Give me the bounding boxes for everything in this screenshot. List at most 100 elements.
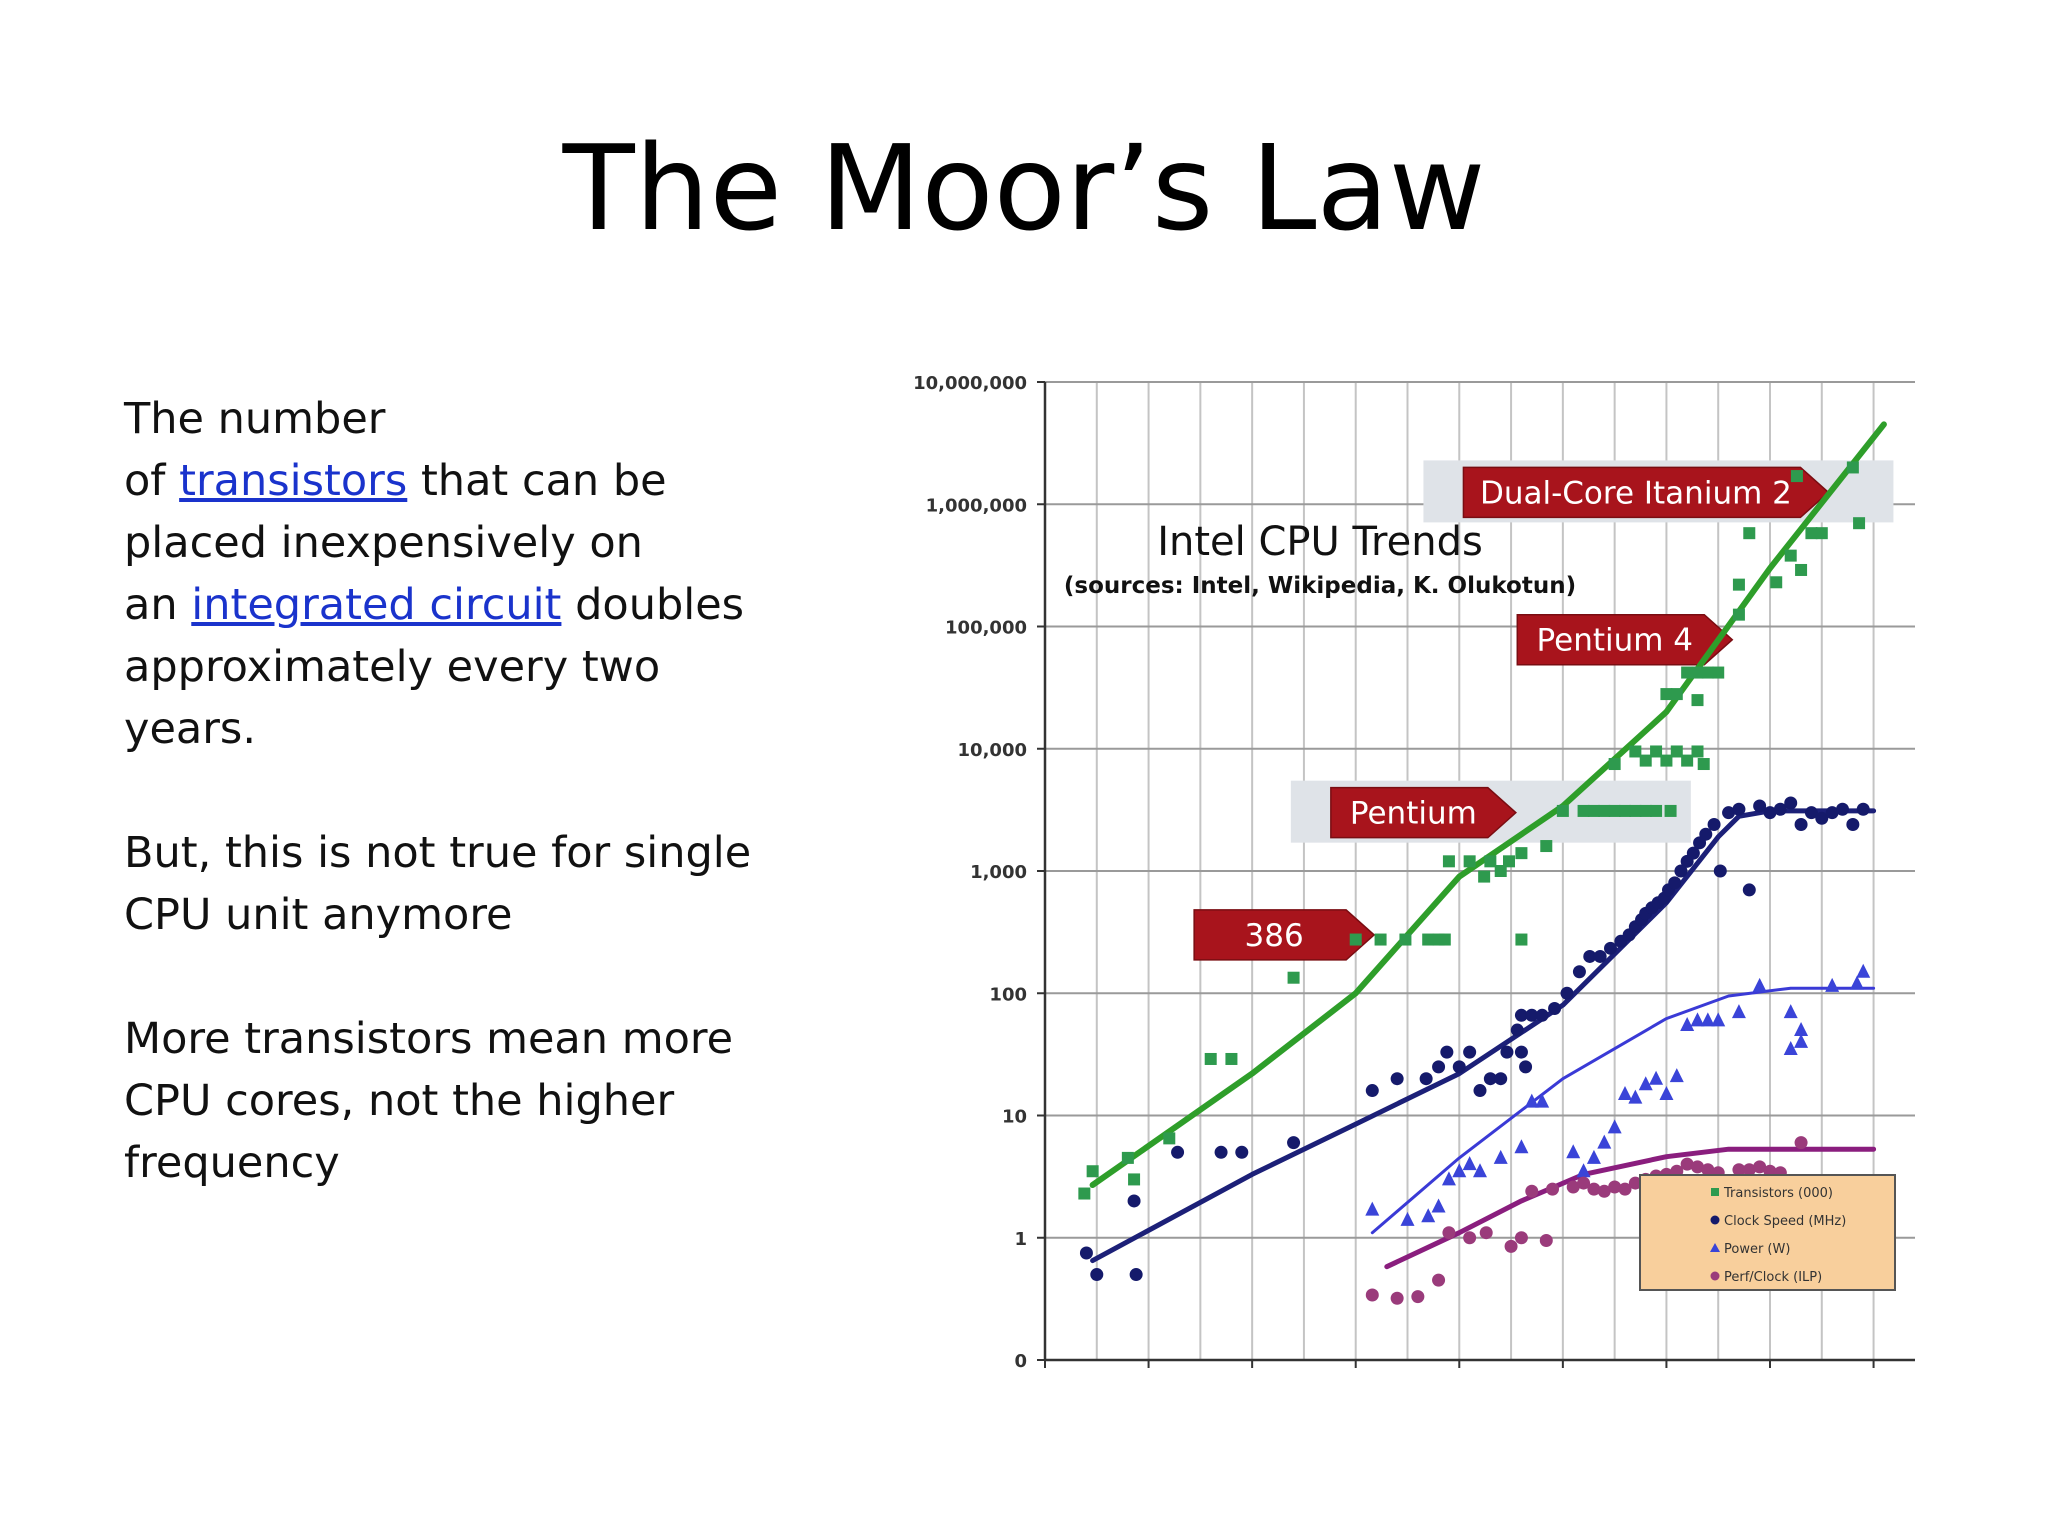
data-point-transistors <box>1660 754 1673 767</box>
data-point-clock-speed <box>1763 806 1777 820</box>
data-point-transistors <box>1670 688 1683 701</box>
text-line: placed inexpensively on <box>124 518 643 568</box>
paragraph-more-cores: More transistors mean more CPU cores, no… <box>124 1008 764 1194</box>
legend-marker <box>1710 1215 1720 1225</box>
data-point-perf-clock <box>1566 1180 1580 1194</box>
data-point-power <box>1441 1171 1456 1186</box>
data-point-transistors <box>1121 1151 1134 1164</box>
data-point-clock-speed <box>1079 1246 1093 1260</box>
data-point-clock-speed <box>1365 1084 1379 1098</box>
data-point-power <box>1731 1004 1746 1019</box>
data-points <box>1078 461 1871 1305</box>
data-point-clock-speed <box>1572 965 1586 979</box>
chart-axes: 0 1 10 100 1,000 10,000 100,000 1,000,000 10,000… <box>913 373 1915 1372</box>
data-point-clock-speed <box>1742 883 1756 897</box>
text-line: years. <box>124 704 257 754</box>
data-point-clock-speed <box>1593 949 1607 963</box>
data-point-transistors <box>1701 666 1714 679</box>
data-point-power <box>1711 1012 1726 1027</box>
data-point-clock-speed <box>1836 802 1849 816</box>
text-line: CPU unit anymore <box>124 890 513 940</box>
text-fragment: that can be <box>407 456 667 506</box>
data-point-perf-clock <box>1680 1157 1694 1171</box>
data-point-perf-clock <box>1587 1182 1601 1196</box>
y-tick-label: 100,000 <box>945 618 1027 639</box>
data-point-power <box>1752 977 1767 992</box>
data-point-power <box>1493 1149 1508 1164</box>
data-point-perf-clock <box>1365 1288 1379 1302</box>
data-point-perf-clock <box>1628 1176 1642 1190</box>
data-point-transistors <box>1691 745 1704 758</box>
data-point-clock-speed <box>1129 1268 1143 1282</box>
data-point-clock-speed <box>1825 806 1839 820</box>
data-point-perf-clock <box>1794 1136 1808 1150</box>
legend-marker <box>1711 1188 1719 1196</box>
data-point-clock-speed <box>1494 1072 1508 1086</box>
data-point-power <box>1794 1022 1809 1037</box>
y-tick-label: 100 <box>989 984 1027 1005</box>
chart-title-group: Intel CPU Trends (sources: Intel, Wikipe… <box>1064 519 1576 599</box>
data-point-power <box>1566 1144 1581 1159</box>
annotation-arrow <box>1516 613 1734 666</box>
data-point-clock-speed <box>1668 876 1682 890</box>
legend-box <box>1639 1174 1896 1291</box>
legend-marker <box>1710 1271 1720 1281</box>
data-point-transistors <box>1664 804 1677 817</box>
data-point-clock-speed <box>1604 941 1617 955</box>
data-point-clock-speed <box>1846 818 1860 832</box>
data-point-clock-speed <box>1560 986 1574 1000</box>
trend-line <box>1089 421 1887 1188</box>
data-point-power <box>1607 1119 1622 1134</box>
text-fragment: doubles <box>561 580 745 630</box>
data-point-transistors <box>1494 865 1507 877</box>
data-point-perf-clock <box>1597 1184 1611 1198</box>
data-point-transistors <box>1660 688 1673 701</box>
data-point-transistors <box>1691 666 1704 679</box>
data-point-power <box>1431 1198 1446 1213</box>
data-point-perf-clock <box>1546 1182 1559 1196</box>
annotation-arrow <box>1193 909 1376 961</box>
data-point-clock-speed <box>1514 1045 1528 1059</box>
data-point-transistors <box>1697 758 1710 771</box>
data-point-clock-speed <box>1483 1072 1497 1086</box>
data-point-clock-speed <box>1171 1145 1185 1159</box>
data-point-perf-clock <box>1390 1291 1404 1305</box>
data-point-perf-clock <box>1732 1163 1746 1177</box>
data-point-clock-speed <box>1753 799 1767 813</box>
legend-label: Transistors (000) <box>1723 1186 1833 1201</box>
data-point-clock-speed <box>1214 1145 1228 1159</box>
text-line: CPU cores, not the higher <box>124 1076 675 1126</box>
legend-marker <box>1710 1243 1720 1252</box>
trend-lines <box>1089 421 1887 1270</box>
data-point-transistors <box>1784 549 1797 562</box>
data-point-clock-speed <box>1856 802 1870 816</box>
data-point-transistors <box>1598 804 1611 817</box>
data-point-transistors <box>1790 470 1803 483</box>
data-point-transistors <box>1770 576 1783 589</box>
data-point-clock-speed <box>1235 1145 1249 1159</box>
data-point-clock-speed <box>1583 949 1597 963</box>
data-point-transistors <box>1503 855 1515 868</box>
data-point-clock-speed <box>1500 1045 1514 1059</box>
annotation-arrow <box>1462 466 1830 519</box>
data-point-power <box>1700 1012 1715 1027</box>
data-point-perf-clock <box>1539 1233 1553 1247</box>
data-point-power <box>1783 1040 1798 1055</box>
integrated-circuit-link[interactable]: integrated circuit <box>191 580 562 630</box>
data-point-clock-speed <box>1794 818 1808 832</box>
data-point-clock-speed <box>1090 1268 1104 1282</box>
trend-line <box>1370 986 1876 1235</box>
data-point-power <box>1856 963 1871 978</box>
data-point-transistors <box>1484 855 1497 868</box>
y-tick-label: 10,000 <box>958 740 1027 761</box>
data-point-power <box>1659 1085 1674 1100</box>
data-point-transistors <box>1629 804 1642 817</box>
data-point-power <box>1524 1093 1539 1108</box>
legend-label: Clock Speed (MHz) <box>1724 1214 1846 1229</box>
data-point-power <box>1421 1208 1436 1223</box>
data-point-power <box>1638 1076 1653 1091</box>
data-point-transistors <box>1608 758 1621 771</box>
transistors-link[interactable]: transistors <box>179 456 408 506</box>
data-point-clock-speed <box>1815 811 1829 825</box>
data-point-power <box>1586 1149 1601 1164</box>
